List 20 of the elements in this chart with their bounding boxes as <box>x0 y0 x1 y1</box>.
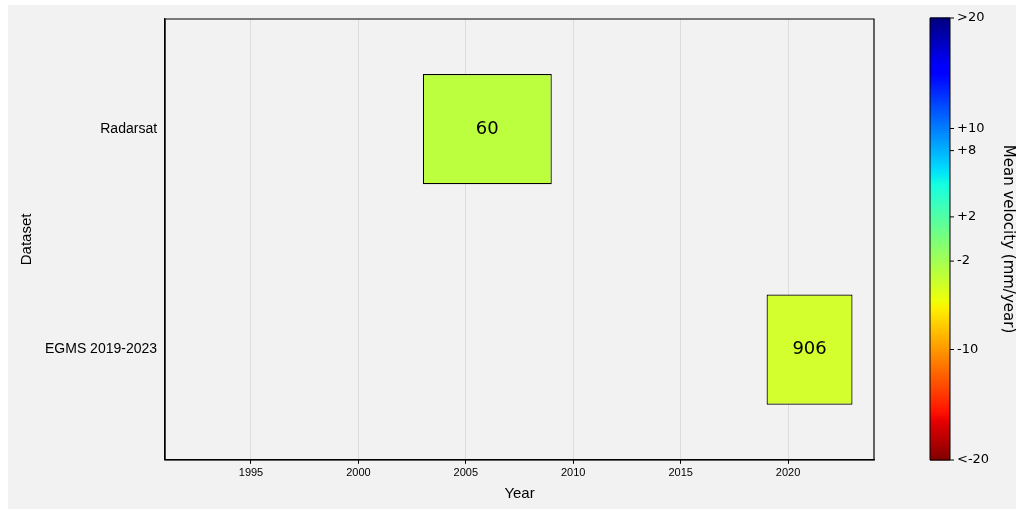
annotation: 906 <box>792 337 827 359</box>
color-bar-label: -10 <box>957 340 979 356</box>
color-bar-label: <-20 <box>957 451 990 467</box>
color-bar-label: +8 <box>957 141 977 157</box>
x-tick-label: 1995 <box>238 466 264 479</box>
y-axis-title: Dataset <box>17 212 35 266</box>
x-tick-label: 2000 <box>346 466 371 479</box>
x-tick-label: 2005 <box>453 466 479 479</box>
x-tick-label: 2020 <box>775 466 801 479</box>
color-bar-label: +2 <box>957 208 977 224</box>
y-tick-label: EGMS 2019-2023 <box>44 340 158 357</box>
x-axis-title: Year <box>504 484 535 502</box>
x-tick-label: 2010 <box>561 466 586 479</box>
y-tick-label: Radarsat <box>100 120 158 137</box>
color-bar-label: >20 <box>957 9 985 25</box>
x-tick-label: 2015 <box>668 466 693 479</box>
color-bar-label: -2 <box>957 252 970 268</box>
color-bar-label: +10 <box>957 119 985 135</box>
annotation: 60 <box>475 116 499 138</box>
color-bar-title: Mean velocity (mm/year) <box>1000 144 1019 334</box>
